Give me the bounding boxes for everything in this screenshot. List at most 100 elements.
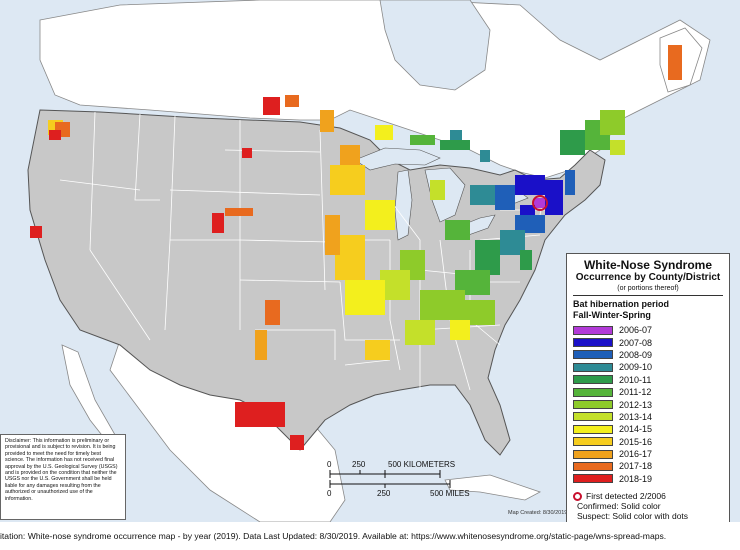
county-cluster-2014-15 (375, 125, 393, 140)
legend-item-label: 2011-12 (619, 387, 652, 398)
legend-swatch (573, 449, 613, 459)
lake-superior (354, 147, 441, 171)
county-cluster-2013-14 (405, 320, 435, 345)
scale-mi-250: 250 (377, 489, 391, 498)
legend-item-2017-18: 2017-18 (573, 460, 723, 472)
first-detected-marker[interactable] (532, 195, 548, 211)
legend-item-2011-12: 2011-12 (573, 386, 723, 398)
county-cluster-2010-11 (520, 250, 532, 270)
legend-swatch (573, 350, 613, 360)
scale-km-0: 0 (327, 460, 332, 469)
county-cluster-2017-18 (285, 95, 299, 107)
county-cluster-2017-18 (668, 45, 682, 80)
county-cluster-2015-16 (330, 165, 365, 195)
county-cluster-2014-15 (365, 200, 395, 230)
county-cluster-2018-19 (212, 213, 224, 233)
county-cluster-2018-19 (263, 97, 280, 115)
disclaimer-box: Disclaimer: This information is prelimin… (0, 434, 126, 520)
legend-swatch (573, 362, 613, 372)
county-cluster-2009-10 (470, 185, 495, 205)
legend-swatch (573, 400, 613, 410)
legend-item-label: 2008-09 (619, 349, 653, 360)
hudson-bay (379, 0, 491, 91)
scale-km-250: 250 (352, 460, 366, 469)
first-detected-ring-icon (573, 491, 582, 501)
scale-bar: 0 250 500 KILOMETERS 0 250 500 MILES (327, 460, 470, 498)
legend-item-label: 2007-08 (619, 337, 653, 348)
county-cluster-2010-11 (475, 240, 500, 275)
county-cluster-2009-10 (450, 130, 462, 140)
baja-california (61, 344, 119, 449)
map-created-date: Map Created: 8/30/2019 (508, 510, 568, 516)
citation-text: itation: White-nose syndrome occurrence … (0, 531, 667, 541)
county-cluster-2008-09 (565, 170, 575, 195)
legend-period-line2: Fall-Winter-Spring (573, 310, 651, 320)
disclaimer-text: Disclaimer: This information is prelimin… (5, 438, 118, 502)
legend-swatch (573, 461, 613, 471)
scale-mi-500: 500 MILES (430, 489, 470, 498)
county-cluster-2011-12 (445, 220, 470, 240)
legend-item-label: 2010-11 (619, 374, 652, 385)
county-cluster-2017-18 (265, 300, 280, 325)
legend-swatch (573, 387, 613, 397)
legend-swatch (573, 474, 613, 484)
legend-first-detected: First detected 2/2006 (573, 491, 723, 501)
legend-item-2018-19: 2018-19 (573, 473, 723, 485)
county-cluster-2016-17 (340, 145, 360, 165)
legend-swatch (573, 412, 613, 422)
legend-swatch (573, 338, 613, 348)
county-cluster-2017-18 (225, 208, 253, 216)
county-cluster-2018-19 (242, 148, 252, 158)
county-cluster-2009-10 (480, 150, 490, 162)
map-canvas[interactable]: 0 250 500 KILOMETERS 0 250 500 MILES (0, 0, 740, 522)
legend-item-label: 2015-16 (619, 436, 653, 447)
confirmed-label: Confirmed: Solid color (577, 501, 661, 512)
county-cluster-2011-12 (410, 135, 435, 145)
county-cluster-2008-09 (515, 215, 545, 233)
county-cluster-2018-19 (30, 226, 42, 238)
legend-item-label: 2014-15 (619, 424, 653, 435)
legend-item-label: 2016-17 (619, 449, 653, 460)
cuba (444, 474, 542, 501)
county-cluster-2006-07 (534, 198, 546, 208)
county-cluster-2014-15 (345, 280, 385, 315)
legend-item-2012-13: 2012-13 (573, 398, 723, 410)
legend-item-label: 2018-19 (619, 473, 653, 484)
legend-swatch (573, 325, 613, 335)
county-cluster-2015-16 (365, 340, 390, 360)
county-cluster-2018-19 (235, 402, 285, 427)
county-cluster-2014-15 (450, 320, 470, 340)
county-cluster-2010-11 (560, 130, 585, 155)
legend-panel: White-Nose Syndrome Occurrence by County… (566, 253, 730, 522)
legend-item-label: 2012-13 (619, 399, 653, 410)
legend-item-2016-17: 2016-17 (573, 448, 723, 460)
county-cluster-2013-14 (430, 180, 445, 200)
legend-item-2009-10: 2009-10 (573, 361, 723, 373)
county-occurrences (30, 45, 682, 450)
legend-item-label: 2006-07 (619, 325, 653, 336)
county-cluster-2010-11 (440, 140, 470, 150)
legend-period-line1: Bat hibernation period (573, 299, 670, 309)
legend-swatch (573, 375, 613, 385)
legend-item-label: 2013-14 (619, 411, 653, 422)
scale-mi-0: 0 (327, 489, 332, 498)
legend-item-2007-08: 2007-08 (573, 336, 723, 348)
legend-item-2013-14: 2013-14 (573, 411, 723, 423)
legend-swatch (573, 424, 613, 434)
map-frame[interactable]: 0 250 500 KILOMETERS 0 250 500 MILES Dis… (0, 0, 740, 522)
county-cluster-2007-08 (545, 180, 563, 215)
county-cluster-2018-19 (49, 130, 61, 140)
legend-item-2008-09: 2008-09 (573, 349, 723, 361)
legend-subtitle: Occurrence by County/District (575, 272, 721, 283)
county-cluster-2008-09 (495, 185, 515, 210)
legend-item-2006-07: 2006-07 (573, 324, 723, 336)
county-cluster-2018-19 (290, 435, 304, 450)
county-cluster-2016-17 (255, 330, 267, 360)
legend-divider (573, 295, 723, 296)
county-cluster-2012-13 (420, 290, 465, 320)
legend-item-label: 2009-10 (619, 362, 653, 373)
legend-item-2015-16: 2015-16 (573, 436, 723, 448)
legend-swatch (573, 437, 613, 447)
suspect-label: Suspect: Solid color with dots (577, 511, 689, 522)
county-cluster-2013-14 (610, 140, 625, 155)
